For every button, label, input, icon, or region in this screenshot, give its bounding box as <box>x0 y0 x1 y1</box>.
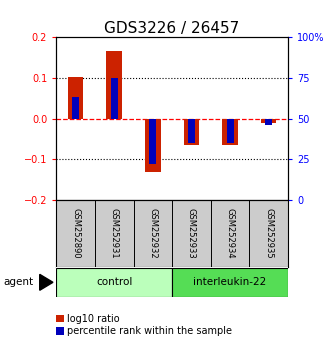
Bar <box>68 77 83 119</box>
Bar <box>222 119 238 145</box>
Bar <box>188 119 195 143</box>
Bar <box>184 119 199 145</box>
Text: GSM252933: GSM252933 <box>187 208 196 259</box>
Text: control: control <box>96 277 132 287</box>
Bar <box>145 119 161 171</box>
Bar <box>149 119 156 164</box>
Bar <box>107 51 122 119</box>
Bar <box>111 78 118 119</box>
Title: GDS3226 / 26457: GDS3226 / 26457 <box>105 21 240 36</box>
Text: agent: agent <box>3 277 33 287</box>
Bar <box>261 119 276 124</box>
Text: GSM252931: GSM252931 <box>110 208 119 259</box>
Bar <box>265 119 272 125</box>
Text: GSM252934: GSM252934 <box>225 208 235 259</box>
Text: log10 ratio: log10 ratio <box>67 314 119 324</box>
Bar <box>172 268 288 297</box>
Text: GSM252932: GSM252932 <box>148 208 157 259</box>
Text: GSM252935: GSM252935 <box>264 208 273 259</box>
Polygon shape <box>40 274 53 290</box>
Text: interleukin-22: interleukin-22 <box>193 277 267 287</box>
Bar <box>72 97 79 119</box>
Bar <box>56 268 172 297</box>
Bar <box>226 119 234 143</box>
Text: percentile rank within the sample: percentile rank within the sample <box>67 326 232 336</box>
Text: GSM252890: GSM252890 <box>71 208 80 259</box>
